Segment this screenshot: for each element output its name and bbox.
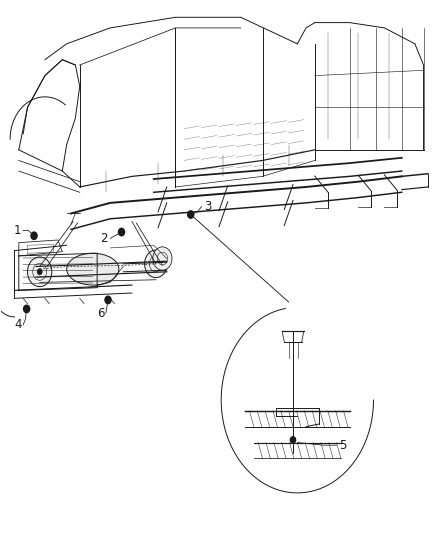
Text: 5: 5: [339, 439, 346, 451]
Ellipse shape: [67, 253, 119, 285]
Circle shape: [105, 296, 111, 304]
Circle shape: [153, 247, 172, 270]
Circle shape: [187, 211, 194, 218]
Circle shape: [28, 257, 52, 287]
Circle shape: [118, 228, 124, 236]
Text: 1: 1: [14, 224, 21, 237]
Circle shape: [37, 269, 42, 275]
Circle shape: [145, 250, 167, 278]
Text: 4: 4: [15, 318, 22, 332]
Circle shape: [290, 437, 296, 443]
Circle shape: [24, 305, 30, 313]
Text: 6: 6: [98, 306, 105, 320]
Circle shape: [31, 232, 37, 239]
Text: 2: 2: [100, 232, 107, 245]
Text: 3: 3: [204, 200, 211, 213]
